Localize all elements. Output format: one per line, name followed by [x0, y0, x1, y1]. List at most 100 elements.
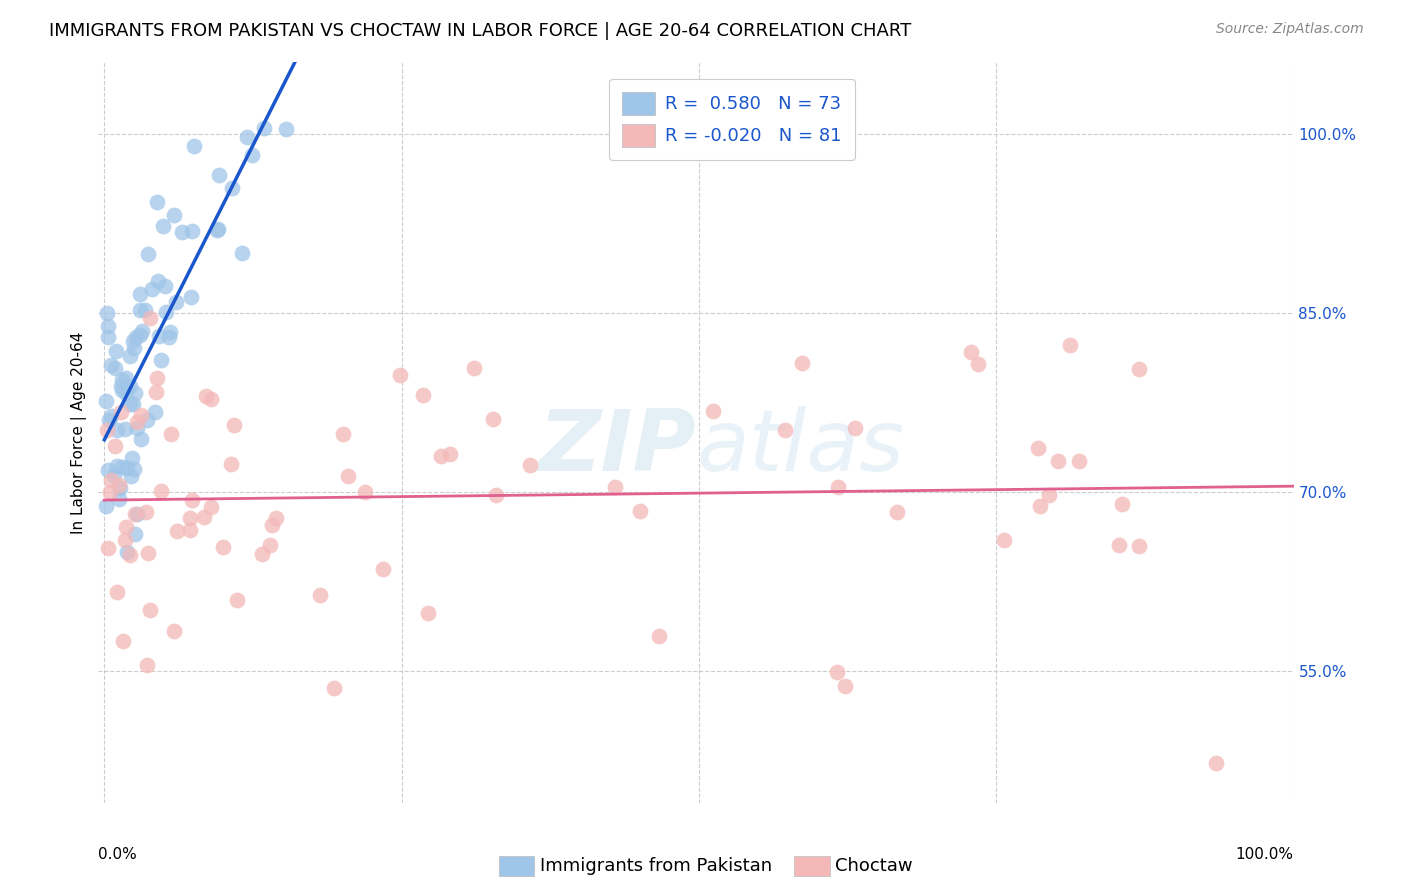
Point — [124, 526, 146, 541]
Point — [125, 329, 148, 343]
Point — [118, 548, 141, 562]
Point — [145, 384, 167, 399]
Point — [221, 457, 243, 471]
Point — [416, 606, 439, 620]
Point — [115, 461, 138, 475]
Point — [163, 208, 186, 222]
Point — [94, 500, 117, 514]
Point — [231, 246, 253, 260]
Text: Choctaw: Choctaw — [835, 857, 912, 875]
Point — [120, 469, 142, 483]
Point — [211, 540, 233, 554]
Point — [482, 412, 505, 426]
Point — [122, 397, 145, 411]
Point — [157, 330, 180, 344]
Point — [146, 371, 169, 385]
Point — [790, 355, 813, 369]
Point — [371, 562, 394, 576]
Point — [114, 422, 136, 436]
Point — [153, 279, 176, 293]
Point — [1205, 756, 1227, 771]
Text: 0.0%: 0.0% — [98, 847, 138, 863]
Point — [603, 480, 626, 494]
Point — [129, 432, 152, 446]
Point — [100, 485, 122, 500]
Point — [108, 491, 131, 506]
Point — [108, 481, 131, 495]
Text: ZIP: ZIP — [538, 406, 696, 489]
Point — [1128, 362, 1150, 376]
Point — [260, 517, 283, 532]
Point — [143, 405, 166, 419]
Point — [141, 282, 163, 296]
Point — [150, 483, 173, 498]
Point — [993, 533, 1015, 548]
Point — [224, 418, 246, 433]
Point — [104, 361, 127, 376]
Point — [96, 306, 118, 320]
Point — [354, 485, 377, 500]
Point — [115, 371, 138, 385]
Point — [221, 181, 243, 195]
Point — [97, 319, 120, 334]
Point — [100, 409, 122, 424]
Point — [181, 492, 204, 507]
Point — [166, 524, 188, 539]
Point — [463, 360, 485, 375]
Point — [1046, 454, 1069, 468]
Text: Source: ZipAtlas.com: Source: ZipAtlas.com — [1216, 22, 1364, 37]
Point — [124, 508, 146, 522]
Point — [128, 302, 150, 317]
Point — [124, 385, 146, 400]
Point — [155, 305, 177, 319]
Point — [834, 679, 856, 693]
Point — [439, 447, 461, 461]
Point — [135, 505, 157, 519]
Point — [429, 449, 451, 463]
Point — [118, 379, 141, 393]
Point — [208, 169, 231, 183]
Point — [250, 547, 273, 561]
Point — [115, 545, 138, 559]
Point — [115, 385, 138, 400]
Point — [111, 383, 134, 397]
Point — [98, 413, 121, 427]
Point — [136, 658, 159, 673]
Point — [240, 148, 263, 162]
Point — [127, 421, 149, 435]
Point — [131, 324, 153, 338]
Point — [195, 389, 218, 403]
Point — [205, 222, 228, 236]
Point — [967, 357, 990, 371]
Text: Immigrants from Pakistan: Immigrants from Pakistan — [540, 857, 772, 875]
Point — [127, 507, 149, 521]
Point — [702, 404, 724, 418]
Point — [122, 334, 145, 349]
Point — [146, 195, 169, 210]
Point — [180, 290, 202, 304]
Point — [111, 373, 134, 387]
Point — [94, 393, 117, 408]
Point — [193, 509, 215, 524]
Point — [121, 451, 143, 466]
Point — [96, 423, 118, 437]
Point — [200, 392, 222, 407]
Point — [105, 423, 128, 437]
Point — [170, 225, 193, 239]
Point — [148, 274, 170, 288]
Point — [207, 221, 229, 235]
Point — [1069, 454, 1091, 468]
Point — [138, 603, 160, 617]
Point — [236, 130, 259, 145]
Point — [1029, 500, 1052, 514]
Point — [308, 588, 330, 602]
Point — [150, 352, 173, 367]
Point — [628, 503, 651, 517]
Point — [200, 500, 222, 515]
Point — [115, 520, 138, 534]
Point — [163, 624, 186, 638]
Point — [148, 328, 170, 343]
Point — [108, 478, 131, 492]
Point — [485, 488, 508, 502]
Point — [139, 310, 162, 325]
